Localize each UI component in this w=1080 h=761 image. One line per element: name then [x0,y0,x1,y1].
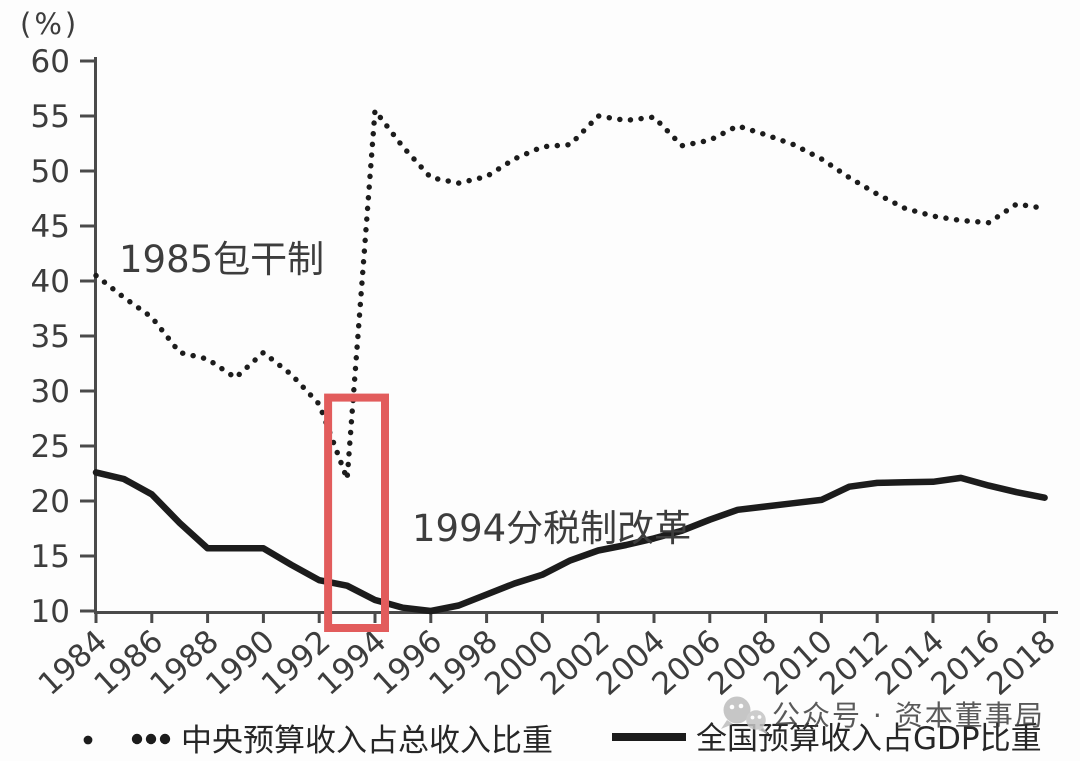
annotations: 1985包干制 1994分税制改革 [119,238,691,550]
wechat-eye [738,703,744,709]
y-tick-label: 35 [31,319,70,355]
wechat-icon [721,696,768,734]
watermark-text: 公众号 · 资本董事局 [772,699,1045,732]
dotted-series-marker-icon [83,735,93,745]
y-tick-label: 20 [31,484,70,520]
y-tick-label: 30 [31,374,70,410]
y-tick-label: 10 [31,594,70,630]
y-tick-label: 40 [31,264,70,300]
y-tick-label: 55 [31,99,70,135]
y-tick-label: 50 [31,154,70,190]
wechat-eye [729,704,735,710]
x-axis: 1984198619881990199219941996199820002002… [32,612,1063,703]
gdp-share-solid-line [92,469,1048,615]
dotted-series-marker-icon [159,733,171,745]
wechat-eye [757,715,762,719]
dotted-series-marker-icon [145,733,157,745]
wechat-bubble-small [746,710,766,730]
y-tick-label: 60 [31,44,70,80]
y-tick-label: 15 [31,539,70,575]
legend-item-central: 中央预算收入占总收入比重 [83,723,553,759]
y-axis: 60 55 50 45 40 35 30 25 20 15 10 [31,44,95,630]
legend-label-central-share: 中央预算收入占总收入比重 [181,723,553,759]
wechat-bubble-large-tail [721,720,733,729]
y-tick-label: 25 [31,429,70,465]
annotation-1994: 1994分税制改革 [412,507,691,550]
data-series [92,107,1048,615]
y-axis-unit-label: (%) [20,7,79,41]
central-share-dotted-line [93,107,1048,482]
wechat-bubble-large [723,696,751,724]
watermark: 公众号 · 资本董事局 [721,696,1045,734]
y-tick-label: 45 [31,209,70,245]
annotation-1985: 1985包干制 [119,238,324,281]
axes [94,57,1058,614]
highlight-box-1994-reform [324,393,390,632]
wechat-bubble-small-tail [758,727,768,734]
dotted-series-marker-icon [131,733,143,745]
wechat-eye [750,715,755,720]
